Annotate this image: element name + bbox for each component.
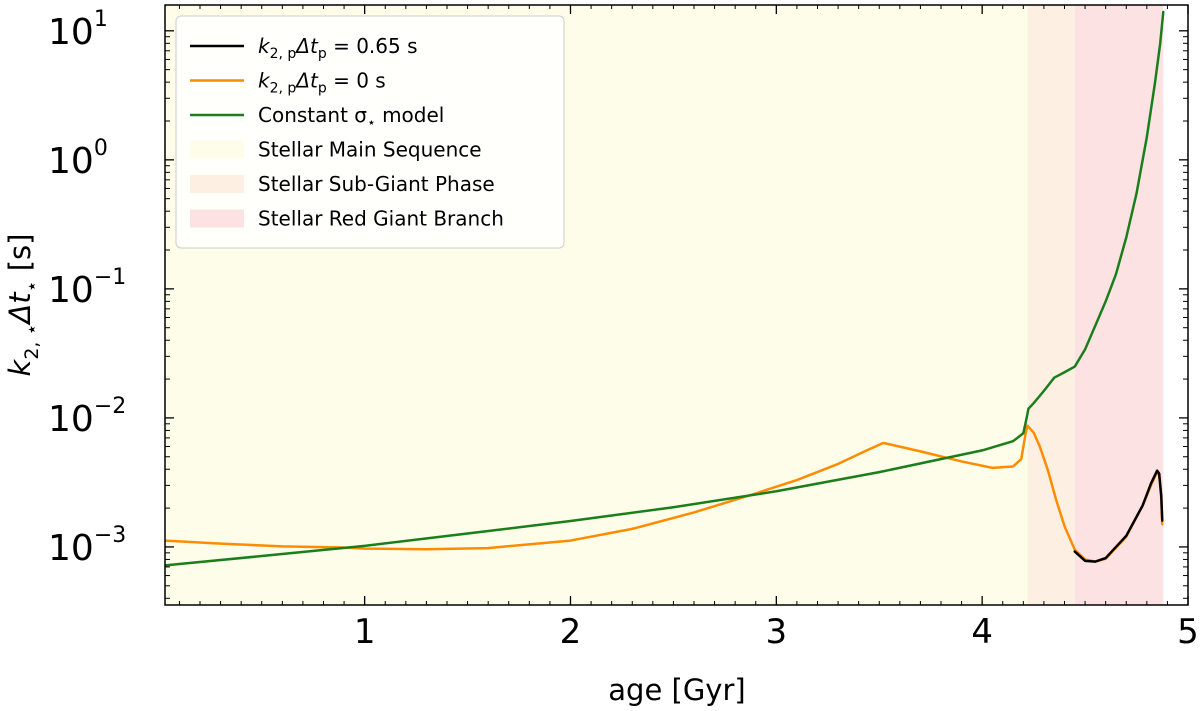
legend-box xyxy=(175,15,565,249)
legend-label: Stellar Red Giant Branch xyxy=(258,207,504,231)
legend-label: Stellar Sub-Giant Phase xyxy=(258,172,495,196)
legend-label: k2, pΔtp = 0.65 s xyxy=(258,34,418,62)
x-tick-label: 1 xyxy=(354,612,376,652)
x-tick-label: 2 xyxy=(560,612,582,652)
y-axis-label: k2, ⋆Δt⋆ [s] xyxy=(3,234,43,377)
x-tick-label: 5 xyxy=(1177,612,1199,652)
y-tick-label: 101 xyxy=(48,7,108,53)
legend-patch-swatch xyxy=(190,140,244,159)
x-tick-label: 3 xyxy=(766,612,788,652)
plot-frame xyxy=(164,4,1189,606)
series-lines xyxy=(165,10,1165,567)
series-line-3 xyxy=(165,10,1165,567)
phase-band-3 xyxy=(1074,5,1164,605)
legend: k2, pΔtp = 0.65 s k2, pΔtp = 0 s Constant … xyxy=(175,15,565,249)
legend-label: k2, pΔtp = 0 s xyxy=(258,69,386,97)
y-tick-label: 10−2 xyxy=(48,394,126,440)
y-tick-label: 10−3 xyxy=(48,523,126,569)
legend-label: Stellar Main Sequence xyxy=(258,138,482,162)
series-line-1 xyxy=(1073,469,1164,563)
x-tick-label: 4 xyxy=(971,612,993,652)
y-tick-label: 100 xyxy=(48,136,108,182)
legend-patch-swatch xyxy=(190,209,244,228)
svg-text:k2, ⋆Δt⋆ [s]: k2, ⋆Δt⋆ [s] xyxy=(3,234,43,377)
axis-ticks: 1 2 3 4 5 10−3 10−2 10−1 100 101 xyxy=(48,5,1199,652)
x-axis-label: age [Gyr] xyxy=(608,673,745,707)
phase-band-2 xyxy=(1027,5,1075,605)
y-tick-label: 10−1 xyxy=(48,265,126,311)
legend-patch-swatch xyxy=(190,175,244,193)
legend-label: Constant σ⋆ model xyxy=(258,103,444,131)
